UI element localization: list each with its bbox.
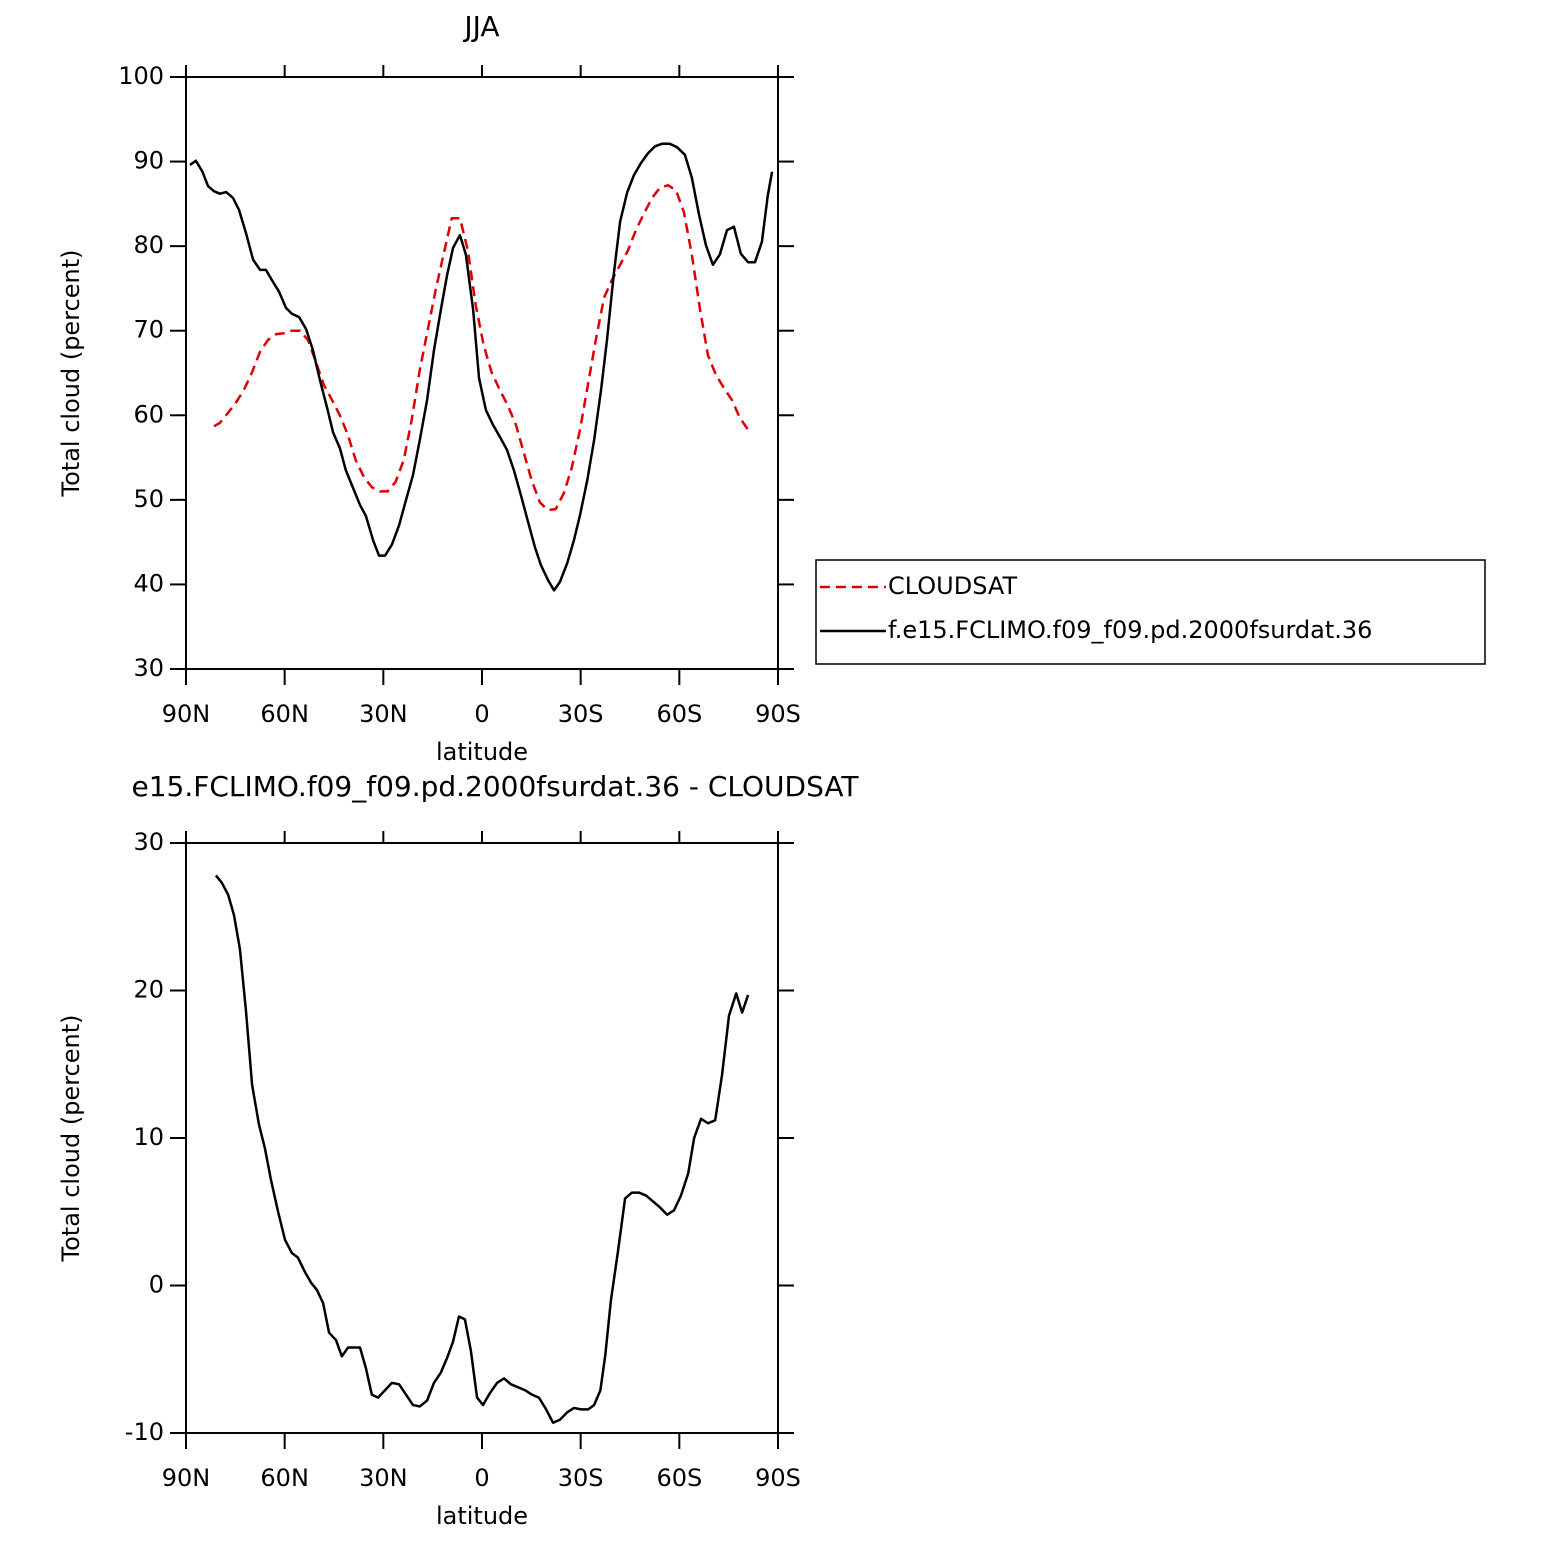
x-tick-label: 30S: [558, 1464, 604, 1492]
chart-title: e15.FCLIMO.f09_f09.pd.2000fsurdat.36 - C…: [132, 770, 860, 803]
legend-label: f.e15.FCLIMO.f09_f09.pd.2000fsurdat.36: [888, 616, 1372, 644]
x-tick-label: 60N: [260, 700, 309, 728]
y-tick-label: 30: [133, 828, 164, 856]
plot-frame: [185, 76, 779, 670]
x-tick-label: 90S: [755, 700, 801, 728]
y-tick-label: -10: [125, 1418, 164, 1446]
x-tick-label: 30S: [558, 700, 604, 728]
data-line: [189, 142, 774, 592]
x-tick-label: 90N: [162, 1464, 211, 1492]
y-tick-label: 0: [149, 1271, 164, 1299]
y-tick-label: 50: [133, 485, 164, 513]
y-axis-label: Total cloud (percent): [57, 250, 85, 498]
y-tick-label: 80: [133, 231, 164, 259]
legend-label: CLOUDSAT: [888, 572, 1017, 600]
y-tick-label: 90: [133, 147, 164, 175]
plot-frame: [185, 842, 779, 1434]
data-line: [213, 184, 750, 512]
x-tick-label: 90N: [162, 700, 211, 728]
data-line: [214, 874, 750, 1424]
x-tick-label: 30N: [359, 700, 408, 728]
x-tick-label: 0: [474, 1464, 489, 1492]
y-tick-label: 70: [133, 316, 164, 344]
legend-box: [815, 559, 1486, 665]
x-tick-label: 60S: [656, 1464, 702, 1492]
x-axis-label: latitude: [436, 738, 528, 766]
x-tick-label: 60S: [656, 700, 702, 728]
y-tick-label: 30: [133, 654, 164, 682]
y-tick-label: 10: [133, 1123, 164, 1151]
x-tick-label: 60N: [260, 1464, 309, 1492]
y-axis-label: Total cloud (percent): [57, 1015, 85, 1263]
chart-title: JJA: [462, 10, 499, 43]
y-tick-label: 40: [133, 569, 164, 597]
x-tick-label: 90S: [755, 1464, 801, 1492]
x-axis-label: latitude: [436, 1502, 528, 1530]
x-tick-label: 0: [474, 700, 489, 728]
y-tick-label: 20: [133, 976, 164, 1004]
x-tick-label: 30N: [359, 1464, 408, 1492]
y-tick-label: 60: [133, 400, 164, 428]
y-tick-label: 100: [118, 62, 164, 90]
